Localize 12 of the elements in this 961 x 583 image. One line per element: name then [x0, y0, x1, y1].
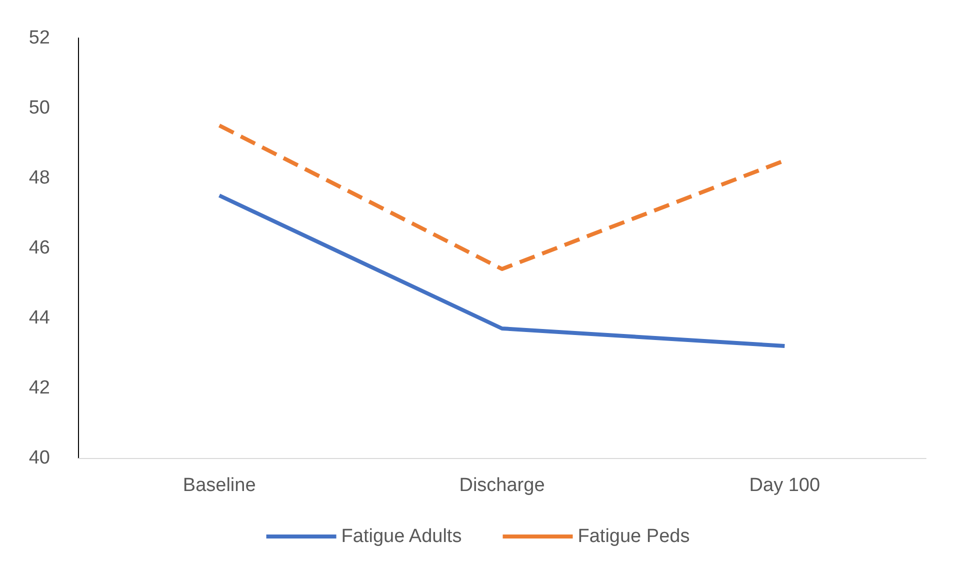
- y-tick-label: 52: [28, 28, 50, 48]
- y-tick-label: 44: [28, 308, 50, 328]
- y-tick-label: 42: [28, 378, 50, 398]
- legend-label: Fatigue Adults: [341, 526, 462, 547]
- y-tick-label: 48: [28, 168, 50, 188]
- y-tick-label: 40: [28, 448, 50, 468]
- x-tick-label: Discharge: [459, 475, 545, 496]
- legend-label: Fatigue Peds: [578, 526, 690, 547]
- y-tick-label: 46: [28, 238, 50, 258]
- y-tick-label: 50: [28, 98, 50, 118]
- x-tick-label: Baseline: [182, 475, 256, 496]
- x-tick-label: Day 100: [749, 475, 820, 496]
